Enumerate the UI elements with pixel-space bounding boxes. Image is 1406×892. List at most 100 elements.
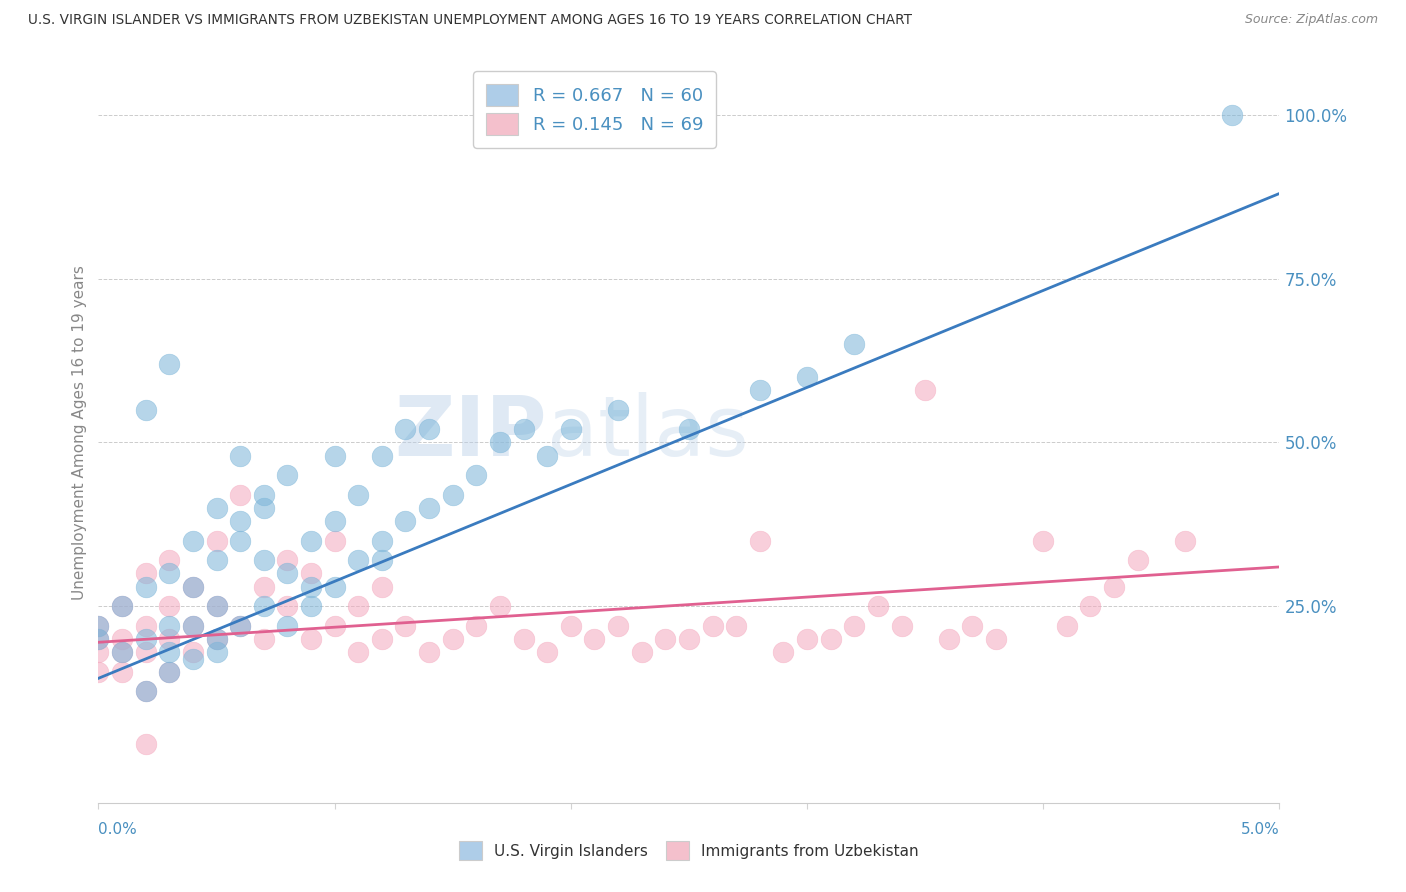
Point xyxy=(157,645,180,659)
Point xyxy=(276,566,298,581)
Point xyxy=(583,632,606,646)
Point xyxy=(87,645,110,659)
Point xyxy=(371,580,394,594)
Point xyxy=(229,514,252,528)
Point xyxy=(253,632,276,646)
Point xyxy=(844,337,866,351)
Point xyxy=(205,500,228,515)
Point xyxy=(157,632,180,646)
Point xyxy=(654,632,676,646)
Point xyxy=(465,468,488,483)
Point xyxy=(371,553,394,567)
Point xyxy=(418,645,440,659)
Point xyxy=(111,645,134,659)
Point xyxy=(607,402,630,417)
Point xyxy=(253,488,276,502)
Point xyxy=(157,566,180,581)
Point xyxy=(87,632,110,646)
Point xyxy=(205,599,228,614)
Point xyxy=(1220,108,1243,122)
Point xyxy=(820,632,842,646)
Point xyxy=(1102,580,1125,594)
Point xyxy=(347,553,370,567)
Point xyxy=(87,619,110,633)
Text: Source: ZipAtlas.com: Source: ZipAtlas.com xyxy=(1244,13,1378,27)
Point xyxy=(135,580,157,594)
Point xyxy=(229,619,252,633)
Point xyxy=(135,684,157,698)
Point xyxy=(299,566,322,581)
Point xyxy=(394,422,416,436)
Point xyxy=(962,619,984,633)
Point xyxy=(253,500,276,515)
Point xyxy=(253,599,276,614)
Point xyxy=(181,619,204,633)
Point xyxy=(441,632,464,646)
Point xyxy=(157,665,180,679)
Point xyxy=(87,632,110,646)
Point xyxy=(560,619,582,633)
Point xyxy=(489,435,512,450)
Point xyxy=(844,619,866,633)
Point xyxy=(1174,533,1197,548)
Point xyxy=(323,533,346,548)
Point xyxy=(323,449,346,463)
Point xyxy=(323,619,346,633)
Point xyxy=(536,645,558,659)
Point xyxy=(772,645,794,659)
Point xyxy=(205,533,228,548)
Legend: U.S. Virgin Islanders, Immigrants from Uzbekistan: U.S. Virgin Islanders, Immigrants from U… xyxy=(450,832,928,869)
Point xyxy=(157,619,180,633)
Point xyxy=(1080,599,1102,614)
Point xyxy=(276,619,298,633)
Point xyxy=(229,619,252,633)
Point xyxy=(371,449,394,463)
Point xyxy=(1126,553,1149,567)
Point xyxy=(111,599,134,614)
Point xyxy=(135,566,157,581)
Point xyxy=(394,619,416,633)
Point xyxy=(1056,619,1078,633)
Point xyxy=(299,632,322,646)
Point xyxy=(702,619,724,633)
Point xyxy=(205,553,228,567)
Point xyxy=(229,533,252,548)
Text: 0.0%: 0.0% xyxy=(98,822,138,837)
Point xyxy=(299,599,322,614)
Point xyxy=(111,665,134,679)
Point xyxy=(181,533,204,548)
Point xyxy=(323,580,346,594)
Point xyxy=(299,580,322,594)
Point xyxy=(489,599,512,614)
Point xyxy=(512,632,534,646)
Point xyxy=(441,488,464,502)
Y-axis label: Unemployment Among Ages 16 to 19 years: Unemployment Among Ages 16 to 19 years xyxy=(72,265,87,600)
Point xyxy=(135,402,157,417)
Point xyxy=(181,645,204,659)
Point xyxy=(276,468,298,483)
Point xyxy=(347,488,370,502)
Point xyxy=(111,645,134,659)
Point xyxy=(796,370,818,384)
Point xyxy=(276,553,298,567)
Point xyxy=(205,645,228,659)
Point xyxy=(157,357,180,371)
Point xyxy=(181,580,204,594)
Point xyxy=(560,422,582,436)
Point xyxy=(347,599,370,614)
Point xyxy=(536,449,558,463)
Point xyxy=(135,632,157,646)
Point xyxy=(157,599,180,614)
Point xyxy=(229,488,252,502)
Point xyxy=(181,651,204,665)
Point xyxy=(276,599,298,614)
Point xyxy=(135,737,157,751)
Point xyxy=(984,632,1007,646)
Point xyxy=(938,632,960,646)
Point xyxy=(725,619,748,633)
Point xyxy=(157,553,180,567)
Point xyxy=(418,500,440,515)
Point xyxy=(866,599,889,614)
Point xyxy=(323,514,346,528)
Point xyxy=(748,383,770,397)
